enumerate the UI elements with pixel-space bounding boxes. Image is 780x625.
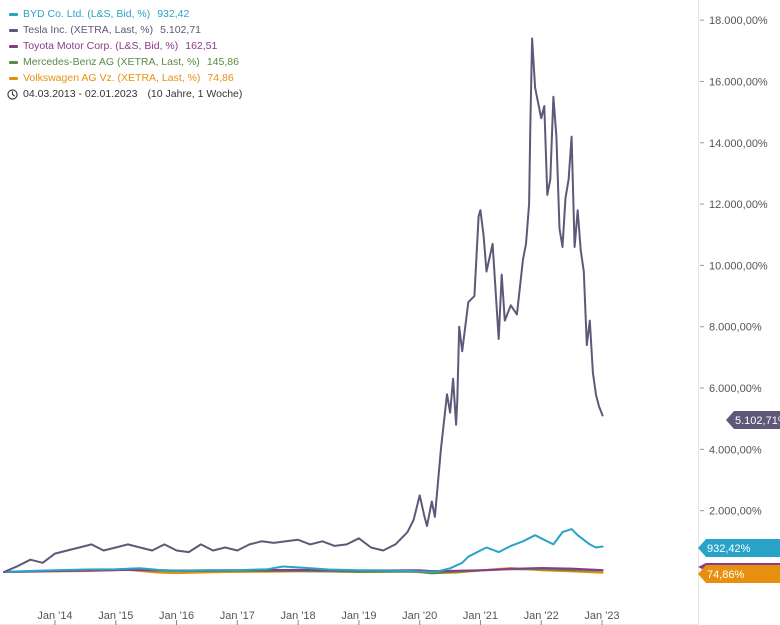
legend: BYD Co. Ltd. (L&S, Bid, %) 932,42 Tesla … [6,6,242,102]
clock-icon [7,88,18,100]
end-value-text: 932,42% [707,543,751,555]
x-tick-label: Jan '23 [584,610,619,622]
y-tick-label: 8.000,00% [709,322,762,334]
legend-label: Toyota Motor Corp. (L&S, Bid, %) [23,40,179,52]
x-tick-label: Jan '15 [98,610,133,622]
y-tick-label: 18.000,00% [709,15,768,27]
x-tick-label: Jan '21 [463,610,498,622]
end-value-flag: 74,86% [698,565,780,583]
x-tick-label: Jan '18 [281,610,316,622]
y-tick-label: 2.000,00% [709,506,762,518]
y-tick-label: 4.000,00% [709,444,762,456]
legend-swatch [9,44,18,48]
series-line-3 [3,528,604,573]
x-tick-label: Jan '16 [159,610,194,622]
series-line-4 [3,37,604,573]
series-layer [3,37,604,575]
x-axis: Jan '14 Jan '15 Jan '16 Jan '17 Jan '18 Jan '… [0,610,698,625]
legend-value: 162,51 [185,40,218,52]
legend-item-tesla[interactable]: Tesla Inc. (XETRA, Last, %) 5.102,71 [6,22,242,38]
x-tick-label: Jan '22 [524,610,559,622]
x-tick-label: Jan '19 [341,610,376,622]
end-value-flag-shape [726,411,780,429]
legend-swatch [9,12,18,16]
x-tick-label: Jan '14 [37,610,72,622]
legend-item-volkswagen[interactable]: Volkswagen AG Vz. (XETRA, Last, %) 74,86 [6,70,242,86]
y-tick-label: 12.000,00% [709,199,768,211]
series-line-2 [3,567,604,573]
period-range: 04.03.2013 - 02.01.2023 [23,88,138,100]
legend-value: 5.102,71 [160,24,201,36]
legend-label: Volkswagen AG Vz. (XETRA, Last, %) [23,72,201,84]
legend-item-mercedes[interactable]: Mercedes-Benz AG (XETRA, Last, %) 145,86 [6,54,242,70]
legend-swatch [9,28,18,32]
y-tick-label: 10.000,00% [709,260,768,272]
end-value-flag-shape [698,565,780,583]
y-tick-label: 16.000,00% [709,76,768,88]
legend-item-toyota[interactable]: Toyota Motor Corp. (L&S, Bid, %) 162,51 [6,38,242,54]
end-value-flag: 5.102,71% [726,411,780,429]
legend-label: Tesla Inc. (XETRA, Last, %) [23,24,154,36]
legend-swatch [9,76,18,80]
end-value-labels: 5.102,71% 932,42% 74,86% [698,411,780,583]
y-axis: 2.000,00% 4.000,00% 6.000,00% 8.000,00% 10.0… [698,0,768,625]
legend-label: BYD Co. Ltd. (L&S, Bid, %) [23,8,151,20]
x-tick-label: Jan '17 [220,610,255,622]
legend-label: Mercedes-Benz AG (XETRA, Last, %) [23,56,200,68]
legend-swatch [9,60,18,64]
end-value-flag: 932,42% [698,539,780,557]
x-tick-label: Jan '20 [402,610,437,622]
legend-value: 74,86 [207,72,234,84]
y-tick-label: 6.000,00% [709,383,762,395]
end-value-text: 74,86% [707,569,745,581]
legend-value: 932,42 [157,8,190,20]
period-info: 04.03.2013 - 02.01.2023 (10 Jahre, 1 Woc… [6,86,242,102]
end-value-text: 5.102,71% [735,415,780,427]
end-value-flag-shape [698,539,780,557]
period-duration: (10 Jahre, 1 Woche) [147,88,243,100]
legend-item-byd[interactable]: BYD Co. Ltd. (L&S, Bid, %) 932,42 [6,6,242,22]
legend-value: 145,86 [206,56,239,68]
y-tick-label: 14.000,00% [709,138,768,150]
